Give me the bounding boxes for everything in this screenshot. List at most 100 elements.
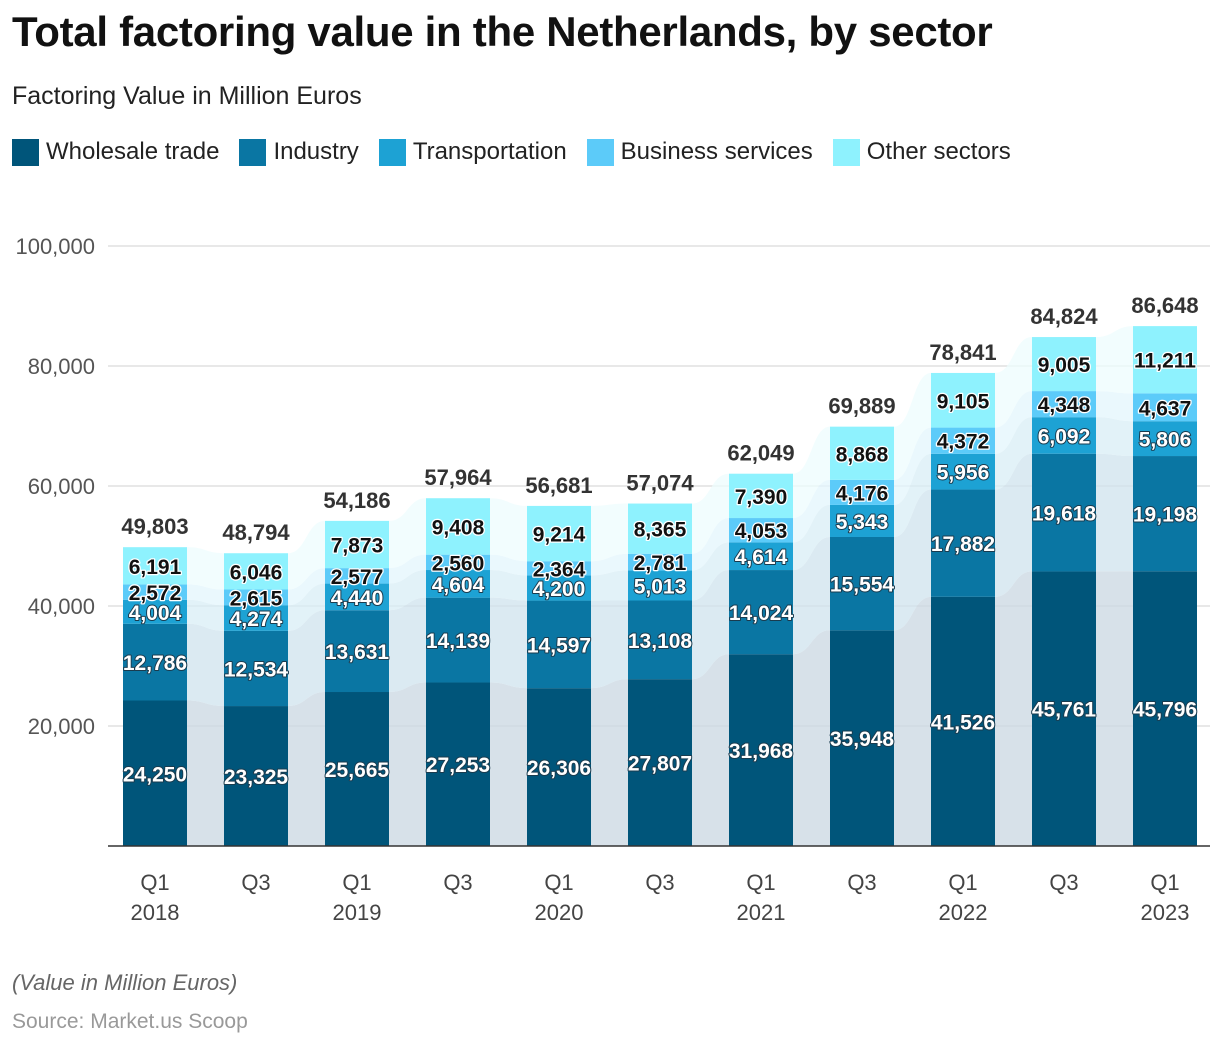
- y-tick-label: 20,000: [28, 714, 95, 739]
- data-label: 5,343: [836, 511, 889, 534]
- legend-item-transportation[interactable]: Transportation: [378, 138, 567, 166]
- data-label: 31,968: [729, 740, 794, 763]
- connector-band: [591, 570, 628, 601]
- bar-segment: [729, 473, 793, 519]
- x-tick-year-label: 2023: [1141, 900, 1190, 925]
- data-label: 4,004: [129, 602, 182, 625]
- connector-band: [894, 372, 931, 480]
- legend-swatch-transportation: [378, 138, 406, 166]
- bar-segment: [1133, 393, 1197, 422]
- data-label: 25,665: [325, 759, 390, 782]
- bar-segment: [1133, 456, 1197, 572]
- connector-band: [187, 547, 224, 590]
- x-tick-label: Q3: [1049, 870, 1078, 895]
- y-tick-label: 100,000: [15, 234, 95, 259]
- connector-band: [692, 518, 729, 571]
- legend-item-industry[interactable]: Industry: [239, 138, 359, 166]
- data-label: 27,253: [426, 754, 490, 777]
- connector-band: [490, 597, 527, 689]
- bar-segment: [325, 520, 389, 569]
- data-label: 19,198: [1133, 504, 1198, 527]
- data-label: 2,364: [533, 558, 586, 581]
- bar-segment: [527, 688, 591, 846]
- footnote: (Value in Million Euros): [12, 970, 238, 995]
- bar-segment: [224, 605, 288, 631]
- legend-swatch-other-sectors: [832, 138, 860, 166]
- connector-band: [692, 654, 729, 846]
- total-label: 69,889: [828, 394, 895, 419]
- data-label: 7,390: [735, 486, 788, 509]
- connector-band: [793, 630, 830, 846]
- legend-label-other-sectors: Other sectors: [866, 138, 1011, 165]
- data-label: 2,615: [230, 587, 283, 610]
- data-label: 14,597: [527, 634, 591, 657]
- total-label: 62,049: [727, 441, 794, 466]
- x-tick-year-label: 2018: [131, 900, 180, 925]
- data-label: 12,534: [224, 658, 289, 681]
- data-label: 9,214: [533, 524, 586, 547]
- connector-band: [490, 682, 527, 846]
- bar-segment: [325, 568, 389, 584]
- data-label: 4,440: [331, 587, 384, 610]
- x-tick-label: Q1: [948, 870, 977, 895]
- x-tick-label: Q1: [1150, 870, 1179, 895]
- data-label: 41,526: [931, 711, 995, 734]
- connector-band: [591, 553, 628, 576]
- connector-band: [692, 542, 729, 601]
- legend-swatch-business-services: [586, 138, 614, 166]
- data-label: 6,046: [230, 561, 283, 584]
- bar-segment: [830, 426, 894, 480]
- bar-segment: [1133, 421, 1197, 457]
- bar-segment: [931, 596, 995, 846]
- bar-segment: [1032, 417, 1096, 454]
- total-label: 78,841: [929, 340, 996, 365]
- connector-band: [490, 570, 527, 601]
- x-tick-label: Q3: [847, 870, 876, 895]
- data-label: 24,250: [123, 763, 187, 786]
- data-label: 23,325: [224, 766, 289, 789]
- connector-band: [692, 473, 729, 554]
- connector-band: [389, 498, 426, 569]
- data-label: 4,274: [230, 608, 283, 631]
- total-label: 49,803: [121, 514, 188, 539]
- y-tick-label: 40,000: [28, 594, 95, 619]
- x-tick-label: Q3: [443, 870, 472, 895]
- source-note: Source: Market.us Scoop: [12, 1010, 248, 1033]
- connector-band: [288, 568, 325, 606]
- data-label: 5,013: [634, 575, 687, 598]
- connector-band: [995, 571, 1032, 846]
- bar-segment: [224, 706, 288, 846]
- bar-segment: [1032, 337, 1096, 392]
- x-tick-label: Q1: [140, 870, 169, 895]
- bar-segment: [527, 561, 591, 576]
- x-tick-label: Q1: [342, 870, 371, 895]
- x-tick-label: Q1: [544, 870, 573, 895]
- connector-band: [894, 427, 931, 505]
- bar-segment: [123, 584, 187, 600]
- bar-segment: [1032, 391, 1096, 418]
- bar-segment: [527, 505, 591, 562]
- data-label: 4,604: [432, 574, 485, 597]
- connector-band: [591, 600, 628, 689]
- total-label: 56,681: [525, 473, 592, 498]
- x-tick-label: Q3: [241, 870, 270, 895]
- connector-band: [692, 570, 729, 680]
- legend-swatch-wholesale-trade: [12, 138, 39, 166]
- legend-item-other-sectors[interactable]: Other sectors: [832, 138, 1011, 166]
- bar-segment: [123, 547, 187, 585]
- legend-swatch-industry: [239, 138, 267, 166]
- x-tick-label: Q1: [746, 870, 775, 895]
- legend-label-industry: Industry: [273, 138, 359, 165]
- data-label: 4,176: [836, 482, 889, 505]
- chart-title: Total factoring value in the Netherlands…: [12, 8, 993, 55]
- data-label: 4,200: [533, 578, 586, 601]
- connector-band: [591, 679, 628, 846]
- x-tick-year-label: 2021: [737, 900, 786, 925]
- connector-band: [389, 682, 426, 846]
- bar-segment: [931, 489, 995, 597]
- bar-segment: [426, 498, 490, 555]
- connector-band: [995, 391, 1032, 454]
- legend-item-business-services[interactable]: Business services: [586, 138, 813, 166]
- legend-item-wholesale-trade[interactable]: Wholesale trade: [12, 138, 219, 166]
- connector-band: [894, 596, 931, 846]
